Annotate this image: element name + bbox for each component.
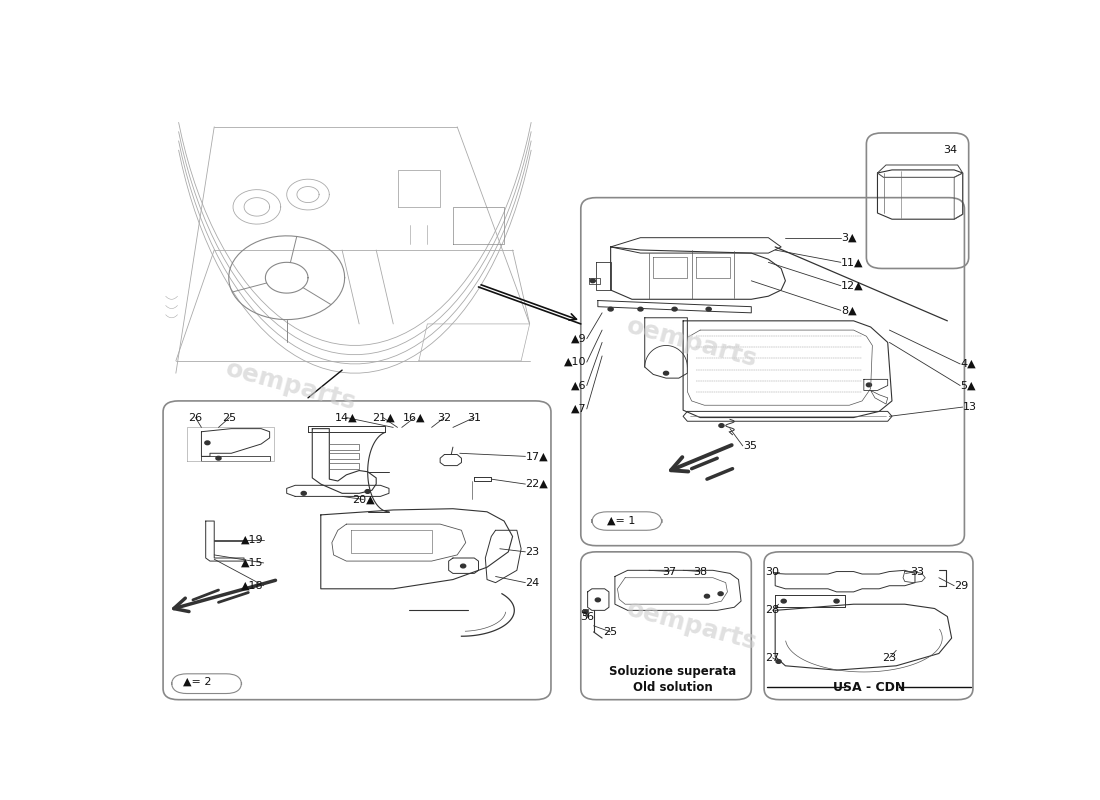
Text: 33: 33 [911,566,924,577]
Text: 11▲: 11▲ [840,258,864,267]
Text: 24: 24 [526,578,540,588]
Circle shape [608,307,613,311]
Text: 25: 25 [222,413,236,422]
Circle shape [583,610,587,614]
Text: 12▲: 12▲ [840,281,864,290]
Text: 14▲: 14▲ [336,413,358,422]
Text: 25: 25 [604,627,618,637]
Text: 17▲: 17▲ [526,451,548,462]
Circle shape [595,598,601,602]
Circle shape [672,307,678,311]
Circle shape [591,279,595,282]
Text: 5▲: 5▲ [960,381,976,390]
Circle shape [834,599,839,603]
Text: ▲10: ▲10 [564,357,586,367]
Text: Old solution: Old solution [632,681,713,694]
Text: oemparts: oemparts [624,597,760,654]
Text: USA - CDN: USA - CDN [833,681,905,694]
Circle shape [301,491,306,495]
Text: 30: 30 [766,566,780,577]
Text: 16▲: 16▲ [404,413,426,422]
Text: 23: 23 [882,653,896,662]
Text: 13: 13 [962,402,977,412]
Text: 38: 38 [693,566,707,577]
Circle shape [781,599,786,603]
Text: 23: 23 [526,547,539,557]
Circle shape [461,564,465,568]
Text: 37: 37 [662,566,676,577]
Circle shape [867,383,871,386]
Text: 32: 32 [438,413,451,422]
Text: 27: 27 [766,653,780,662]
Text: oemparts: oemparts [624,314,760,371]
Circle shape [704,594,710,598]
Text: 35: 35 [742,441,757,451]
Circle shape [718,592,723,595]
Text: ▲6: ▲6 [571,381,586,390]
Text: 8▲: 8▲ [840,306,857,315]
Text: ▲19: ▲19 [241,534,264,545]
Text: 31: 31 [468,413,481,422]
Circle shape [663,371,669,375]
Circle shape [719,424,724,427]
Text: 22▲: 22▲ [526,479,548,489]
Text: 29: 29 [954,581,968,590]
Text: ▲9: ▲9 [571,334,586,344]
Circle shape [706,307,712,311]
Text: ▲18: ▲18 [241,581,264,590]
Text: 20▲: 20▲ [352,494,375,505]
Circle shape [216,456,221,460]
Text: 26: 26 [188,413,202,422]
Circle shape [365,490,371,494]
Text: 36: 36 [580,611,594,622]
Text: Soluzione superata: Soluzione superata [609,666,737,678]
Text: 34: 34 [944,146,958,155]
Text: ▲7: ▲7 [571,404,586,414]
Text: 3▲: 3▲ [840,233,856,242]
Text: oemparts: oemparts [223,357,359,414]
Circle shape [638,307,644,311]
Text: ▲= 2: ▲= 2 [183,676,211,686]
Text: 21▲: 21▲ [372,413,394,422]
Text: ▲= 1: ▲= 1 [607,516,635,526]
Circle shape [205,441,210,445]
Circle shape [776,660,781,663]
Text: 28: 28 [766,606,780,615]
Text: 4▲: 4▲ [960,359,976,369]
Text: ▲15: ▲15 [241,558,264,568]
